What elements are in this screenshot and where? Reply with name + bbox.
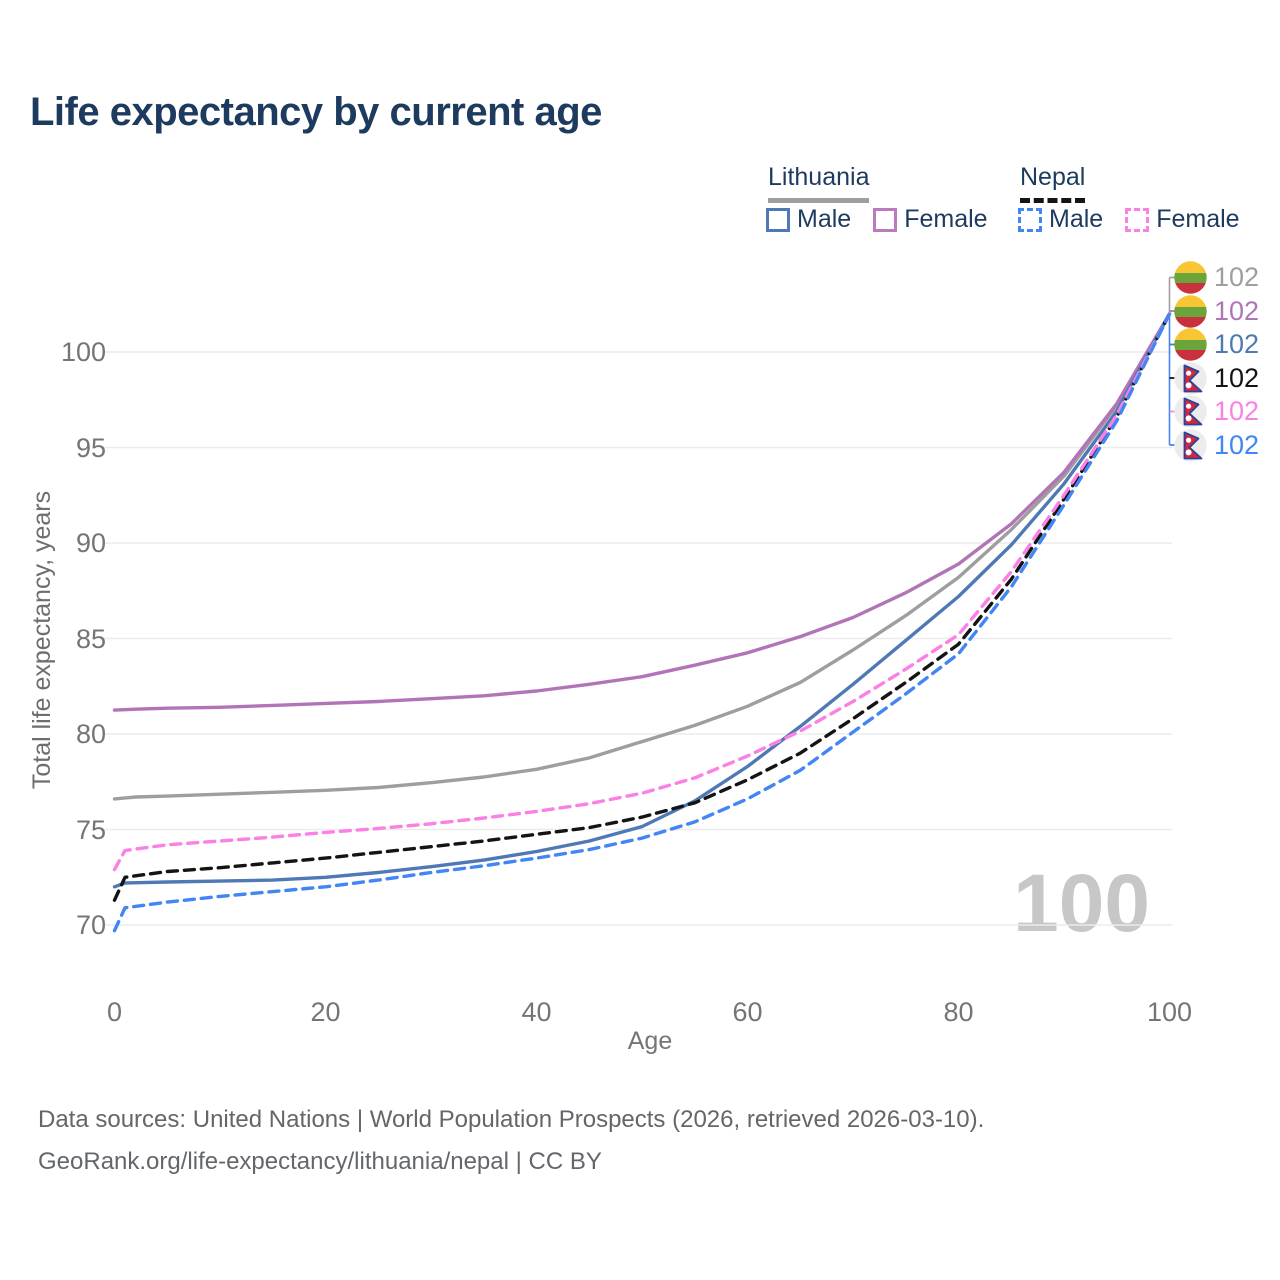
legend-label: Male: [1049, 205, 1104, 233]
series-end-value: 102: [1214, 429, 1260, 460]
series-end-value: 102: [1214, 262, 1260, 292]
legend-label: Female: [904, 205, 988, 233]
nepal-flag-icon: [1174, 395, 1207, 428]
x-tick-label: 60: [732, 997, 763, 1027]
x-axis-title: Age: [627, 1027, 673, 1055]
data-sources-text: Data sources: United Nations | World Pop…: [38, 1106, 985, 1133]
page-title: Life expectancy by current age: [30, 90, 602, 134]
legend-toggle-nepal-female[interactable]: Female: [1125, 205, 1240, 234]
x-tick-label: 0: [106, 997, 123, 1027]
x-tick-label: 100: [1146, 997, 1193, 1027]
legend-toggle-lithuania-female[interactable]: Female: [873, 205, 988, 234]
legend-country-lithuania: Lithuania: [768, 163, 870, 203]
y-tick-label: 70: [75, 910, 106, 940]
lithuania-female-swatch-icon: [873, 207, 898, 232]
lithuania-flag-icon: [1174, 328, 1207, 361]
series-end-value: 102: [1214, 362, 1260, 393]
series-end-label-row: 102: [1174, 261, 1259, 295]
series-end-value: 102: [1214, 295, 1260, 326]
nepal-female-swatch-icon: [1125, 207, 1150, 232]
y-tick-label: 80: [75, 719, 106, 749]
legend-toggle-lithuania-male[interactable]: Male: [766, 205, 851, 234]
x-tick-label: 40: [521, 997, 552, 1027]
series-line: [112, 312, 1172, 801]
y-tick-label: 75: [75, 814, 106, 845]
legend-toggle-nepal-male[interactable]: Male: [1018, 205, 1103, 234]
series-end-label-row: 102: [1174, 395, 1259, 429]
series-end-label-row: 102: [1174, 294, 1259, 328]
x-tick-label: 20: [310, 997, 341, 1027]
x-tick-label: 80: [943, 997, 974, 1027]
nepal-flag-icon: [1174, 428, 1207, 462]
series-end-label-row: 102: [1174, 328, 1259, 362]
y-tick-label: 90: [75, 528, 106, 558]
y-tick-label: 95: [75, 432, 106, 463]
y-tick-label: 100: [60, 337, 106, 367]
legend-group-nepal: Nepal: [1020, 163, 1086, 203]
series-line: [112, 312, 1172, 712]
series-line: [112, 312, 1172, 889]
series-line: [112, 312, 1172, 872]
series-end-value: 102: [1214, 329, 1260, 359]
series-end-label-row: 102: [1174, 361, 1259, 395]
nepal-male-swatch-icon: [1018, 207, 1042, 232]
attribution-link-text[interactable]: GeoRank.org/life-expectancy/lithuania/ne…: [38, 1148, 602, 1175]
legend-label: Male: [797, 205, 852, 233]
y-tick-label: 85: [75, 623, 106, 654]
series-line: [112, 312, 1172, 933]
series-line: [112, 312, 1172, 902]
legend-country-nepal: Nepal: [1020, 163, 1086, 203]
series-end-value: 102: [1214, 396, 1260, 426]
lithuania-flag-icon: [1174, 294, 1207, 328]
legend-label: Female: [1156, 205, 1240, 233]
series-end-label-row: 102: [1174, 428, 1259, 462]
nepal-flag-icon: [1174, 361, 1207, 395]
hovered-age-watermark: 100: [1013, 858, 1150, 949]
legend-group-lithuania: Lithuania: [768, 163, 870, 203]
y-axis-title: Total life expectancy, years: [28, 490, 56, 790]
lithuania-male-swatch-icon: [766, 207, 790, 232]
lithuania-flag-icon: [1174, 261, 1207, 294]
